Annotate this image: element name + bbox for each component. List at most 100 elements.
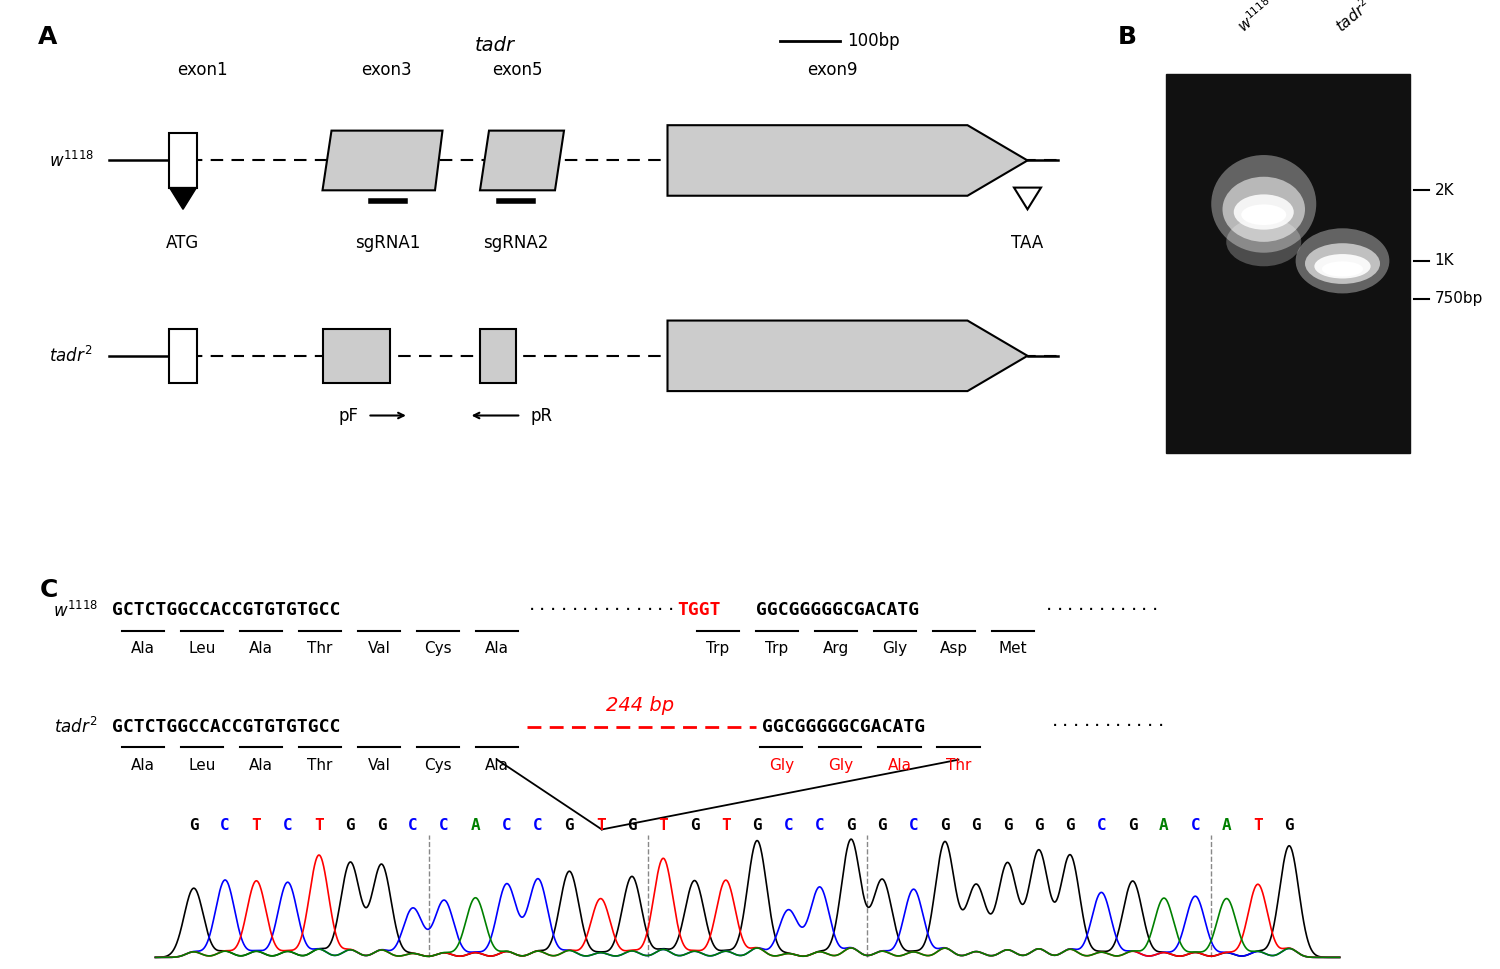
Text: C: C — [408, 819, 417, 833]
Ellipse shape — [1242, 204, 1286, 225]
Text: Ala: Ala — [130, 641, 154, 656]
Text: 1K: 1K — [1434, 253, 1454, 268]
Text: GCTCTGGCCACCGTGTGTGCC: GCTCTGGCCACCGTGTGTGCC — [112, 602, 340, 619]
Text: Ala: Ala — [484, 758, 508, 772]
Text: Ala: Ala — [484, 641, 508, 656]
Text: Ala: Ala — [130, 758, 154, 772]
Text: ·: · — [1062, 717, 1068, 736]
Text: C: C — [1191, 819, 1200, 833]
Text: ·: · — [561, 601, 567, 620]
Text: G: G — [564, 819, 574, 833]
Text: sgRNA2: sgRNA2 — [483, 234, 548, 252]
Text: tadr: tadr — [476, 36, 514, 54]
Text: 750bp: 750bp — [1434, 292, 1482, 306]
Text: T: T — [596, 819, 606, 833]
Text: Val: Val — [368, 641, 390, 656]
Text: ·: · — [592, 601, 598, 620]
Text: B: B — [1118, 25, 1137, 48]
Text: ·: · — [572, 601, 578, 620]
Text: G: G — [1284, 819, 1294, 833]
Text: ATG: ATG — [166, 234, 200, 252]
Polygon shape — [668, 125, 1028, 196]
Text: T: T — [314, 819, 324, 833]
Text: G: G — [878, 819, 886, 833]
Text: exon5: exon5 — [492, 61, 543, 79]
Text: ·: · — [1158, 717, 1164, 736]
Text: G: G — [846, 819, 856, 833]
Text: 100bp: 100bp — [847, 32, 900, 50]
Ellipse shape — [1227, 217, 1300, 266]
Text: Thr: Thr — [946, 758, 970, 772]
Text: T: T — [252, 819, 261, 833]
Text: C: C — [1096, 819, 1106, 833]
Text: ·: · — [1072, 717, 1078, 736]
Text: $w^{1118}$: $w^{1118}$ — [1233, 0, 1278, 36]
Text: G: G — [940, 819, 950, 833]
Text: T: T — [1252, 819, 1263, 833]
Text: GCTCTGGCCACCGTGTGTGCC: GCTCTGGCCACCGTGTGTGCC — [112, 718, 340, 735]
Text: G: G — [753, 819, 762, 833]
Text: Ala: Ala — [249, 758, 273, 772]
Ellipse shape — [1212, 155, 1317, 253]
Text: ·: · — [1046, 601, 1053, 620]
Text: ·: · — [1077, 601, 1084, 620]
Text: G: G — [1034, 819, 1044, 833]
Text: TAA: TAA — [1011, 234, 1044, 252]
Text: pF: pF — [339, 407, 358, 424]
Text: Arg: Arg — [824, 641, 849, 656]
Text: $tadr^2$: $tadr^2$ — [1332, 0, 1374, 36]
Text: C: C — [440, 819, 448, 833]
Polygon shape — [170, 188, 196, 209]
Text: Ala: Ala — [249, 641, 273, 656]
Text: ·: · — [1094, 717, 1101, 736]
Text: Asp: Asp — [940, 641, 968, 656]
Text: A: A — [1160, 819, 1168, 833]
Text: ·: · — [1142, 601, 1148, 620]
Text: ·: · — [626, 601, 632, 620]
Text: Gly: Gly — [828, 758, 854, 772]
Text: T: T — [722, 819, 730, 833]
Polygon shape — [322, 131, 442, 190]
Text: ·: · — [603, 601, 610, 620]
Text: A: A — [38, 25, 57, 48]
Text: Trp: Trp — [765, 641, 789, 656]
FancyBboxPatch shape — [168, 134, 196, 188]
Text: T: T — [658, 819, 668, 833]
Text: Met: Met — [999, 641, 1028, 656]
Text: 244 bp: 244 bp — [606, 696, 674, 715]
Text: ·: · — [1104, 717, 1112, 736]
Text: Trp: Trp — [706, 641, 729, 656]
Text: G: G — [189, 819, 198, 833]
Text: Thr: Thr — [308, 641, 333, 656]
Polygon shape — [1014, 188, 1041, 209]
FancyBboxPatch shape — [322, 328, 390, 383]
Text: ·: · — [646, 601, 652, 620]
Text: ·: · — [615, 601, 621, 620]
Ellipse shape — [1314, 254, 1371, 278]
Ellipse shape — [1222, 176, 1305, 242]
Ellipse shape — [1305, 243, 1380, 284]
Text: $tadr^2$: $tadr^2$ — [48, 346, 92, 366]
Text: C: C — [40, 578, 58, 602]
Text: Cys: Cys — [424, 641, 451, 656]
Text: ·: · — [1114, 717, 1122, 736]
Text: GGCGGGGGCGACATG: GGCGGGGGCGACATG — [756, 602, 920, 619]
Text: ·: · — [668, 601, 674, 620]
Text: ·: · — [582, 601, 588, 620]
Polygon shape — [668, 321, 1028, 391]
Text: ·: · — [540, 601, 546, 620]
Text: ·: · — [1152, 601, 1158, 620]
Text: Ala: Ala — [888, 758, 912, 772]
Text: ·: · — [1089, 601, 1095, 620]
Ellipse shape — [1296, 229, 1389, 294]
Text: G: G — [1065, 819, 1076, 833]
Text: G: G — [1128, 819, 1137, 833]
Text: C: C — [220, 819, 230, 833]
Text: ·: · — [1148, 717, 1154, 736]
Text: Gly: Gly — [882, 641, 908, 656]
Text: C: C — [503, 819, 512, 833]
Text: ·: · — [1125, 717, 1132, 736]
Text: ·: · — [528, 601, 536, 620]
Ellipse shape — [1233, 195, 1293, 230]
Text: ·: · — [657, 601, 663, 620]
